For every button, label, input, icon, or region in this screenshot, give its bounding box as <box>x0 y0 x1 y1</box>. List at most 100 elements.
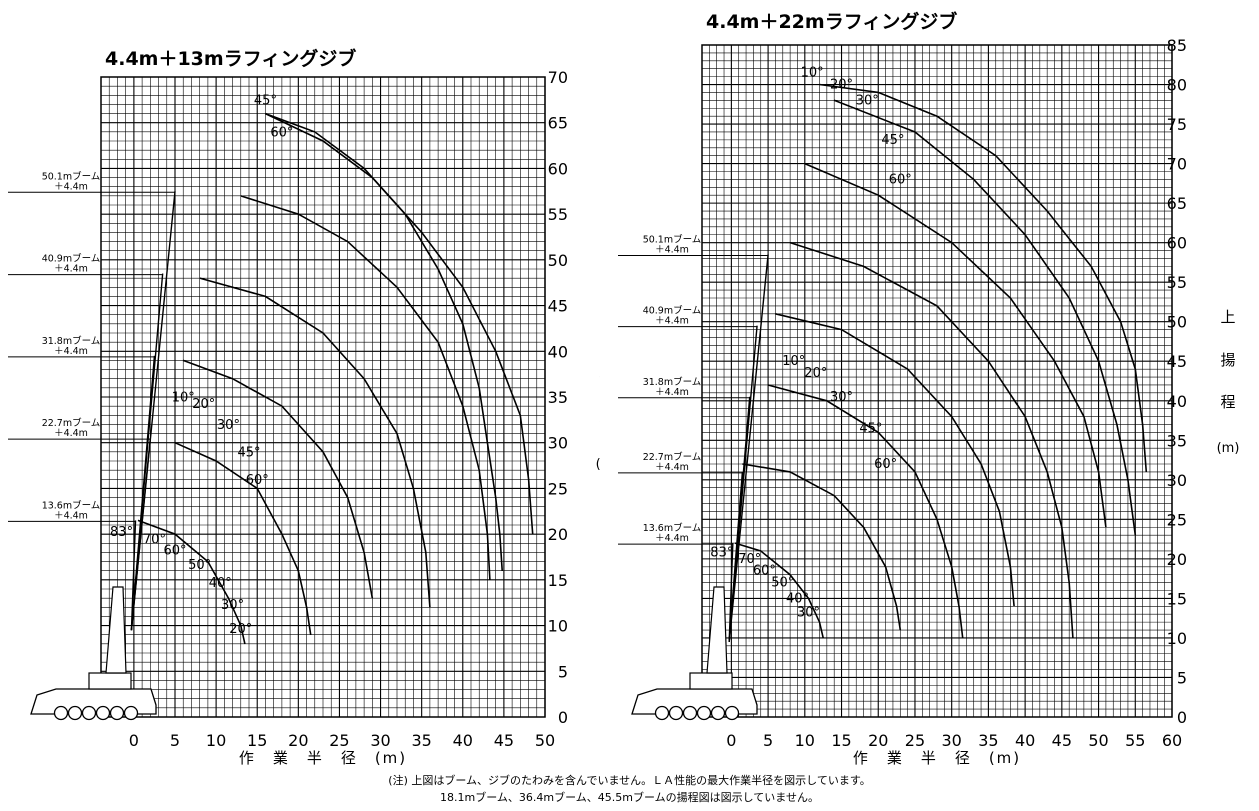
envelope-curve <box>240 195 491 580</box>
boom-angle-label: 30° <box>221 598 244 613</box>
jib-angle-label: 60° <box>889 172 912 187</box>
boom-length-text: 31.8mブーム <box>42 335 101 347</box>
jib-angle-label: 10° <box>801 66 824 81</box>
y-axis-unit: (m) <box>596 457 600 472</box>
envelope-curve <box>767 384 964 638</box>
y-tick-label: 40 <box>548 342 568 361</box>
footnote-1: (注) 上図はブーム、ジブのたわみを含んでいません。ＬＡ性能の最大作業半径を図示… <box>388 774 871 787</box>
plot-frame <box>701 44 1173 718</box>
envelope-curve <box>199 277 431 608</box>
y-tick-label: 30 <box>548 434 568 453</box>
boom-angle-label: 50° <box>771 576 794 591</box>
boom-length-text: 50.1mブーム <box>643 234 702 246</box>
y-tick-label: 70 <box>1167 155 1187 174</box>
grid <box>701 44 1173 718</box>
envelope-curve <box>833 99 1137 536</box>
jib-angle-label: 30° <box>856 93 879 108</box>
crane-carrier <box>30 586 157 721</box>
boom-angle-label: 60° <box>753 564 776 579</box>
x-tick-label: 45 <box>1052 731 1072 750</box>
y-tick-label: 85 <box>1167 36 1187 55</box>
boom-config-label: 13.6mブーム＋4.4m <box>618 522 733 545</box>
boom-line <box>728 543 734 642</box>
carrier-wheel <box>710 705 726 721</box>
boom-config-label: 22.7mブーム＋4.4m <box>618 451 743 474</box>
boom-length-text: 22.7mブーム <box>643 451 702 463</box>
envelope-curve <box>182 359 374 599</box>
carrier-wheel <box>682 705 698 721</box>
carrier-wheel <box>123 705 139 721</box>
x-tick-label: 55 <box>1125 731 1145 750</box>
jib-angle-label: 10° <box>172 391 195 406</box>
x-tick-label: 20 <box>288 731 308 750</box>
jib-angle-label: 60° <box>270 125 293 140</box>
crane-boom-base <box>105 586 127 674</box>
x-tick-label: 25 <box>905 731 925 750</box>
boom-line <box>130 520 137 631</box>
jib-angle-label: 20° <box>830 77 853 92</box>
boom-addition-text: ＋4.4m <box>54 428 88 439</box>
x-tick-label: 50 <box>535 731 555 750</box>
y-tick-label: 75 <box>1167 115 1187 134</box>
y-tick-label: 50 <box>1167 313 1187 332</box>
envelope-curve <box>789 241 1074 638</box>
y-axis-label-char: 揚 <box>1220 351 1235 369</box>
boom-config-label: 50.1mブーム＋4.4m <box>618 234 769 257</box>
boom-addition-text: ＋4.4m <box>655 245 689 256</box>
boom-config-label: 31.8mブーム＋4.4m <box>8 335 155 358</box>
y-tick-label: 15 <box>548 571 568 590</box>
boom-length-text: 40.9mブーム <box>42 253 101 265</box>
boom-angle-label: 60° <box>163 543 186 558</box>
x-tick-label: 10 <box>206 731 226 750</box>
chart-title: 4.4m＋13mラフィングジブ <box>105 47 356 70</box>
envelope-curve <box>137 519 246 645</box>
boom-length-text: 50.1mブーム <box>42 170 101 182</box>
boom-addition-text: ＋4.4m <box>655 462 689 473</box>
boom-config-label: 22.7mブーム＋4.4m <box>8 417 151 440</box>
y-tick-label: 55 <box>1167 273 1187 292</box>
boom-length-text: 22.7mブーム <box>42 417 101 429</box>
crane-carrier <box>631 586 758 721</box>
jib-angle-label: 60° <box>246 473 269 488</box>
jib-angle-label: 10° <box>782 354 805 369</box>
y-tick-label: 20 <box>548 525 568 544</box>
footnote-2: 18.1mブーム、36.4mブーム、45.5mブームの揚程図は図示していません。 <box>440 791 819 804</box>
boom-angle-label: 83° <box>710 546 733 561</box>
y-axis-unit: (m) <box>1217 441 1240 456</box>
x-tick-label: 20 <box>868 731 888 750</box>
boom-length-text: 13.6mブーム <box>42 499 101 511</box>
jib-angle-label: 30° <box>830 390 853 405</box>
y-tick-label: 15 <box>1167 589 1187 608</box>
chart-svg: 4.4m＋22mラフィングジブ 0 5 10 15 20 25 30 35 40 45 50 55 60 0… <box>618 10 1240 767</box>
y-tick-label: 50 <box>548 251 568 270</box>
boom-config-label: 31.8mブーム＋4.4m <box>618 376 750 399</box>
jib-angle-label: 45° <box>881 133 904 148</box>
x-tick-label: 5 <box>763 731 773 750</box>
jib-angle-label: 45° <box>859 421 882 436</box>
boom-config-label: 50.1mブーム＋4.4m <box>8 170 175 193</box>
carrier-wheel <box>668 705 684 721</box>
y-tick-label: 0 <box>558 708 568 727</box>
y-axis-label-char: 地 <box>599 278 600 296</box>
carrier-wheel <box>67 705 83 721</box>
y-tick-label: 10 <box>1167 629 1187 648</box>
boom-length-text: 13.6mブーム <box>643 522 702 534</box>
boom-addition-text: ＋4.4m <box>54 346 88 357</box>
envelope-curve <box>265 112 534 535</box>
crane-boom-base <box>706 586 728 674</box>
carrier-wheel <box>724 705 740 721</box>
boom-length-text: 40.9mブーム <box>643 305 702 317</box>
carrier-cab <box>88 672 132 690</box>
envelope-curve <box>734 542 824 639</box>
boom-addition-text: ＋4.4m <box>54 181 88 192</box>
boom-angle-label: 40° <box>786 591 809 606</box>
boom-addition-text: ＋4.4m <box>54 510 88 521</box>
x-axis-label: 作 業 半 径 (m) <box>239 749 407 767</box>
plot-frame <box>100 76 546 718</box>
x-tick-label: 30 <box>942 731 962 750</box>
x-tick-label: 0 <box>726 731 736 750</box>
boom-addition-text: ＋4.4m <box>655 533 689 544</box>
envelope-curve <box>775 313 1015 607</box>
envelope-curve <box>742 463 902 631</box>
